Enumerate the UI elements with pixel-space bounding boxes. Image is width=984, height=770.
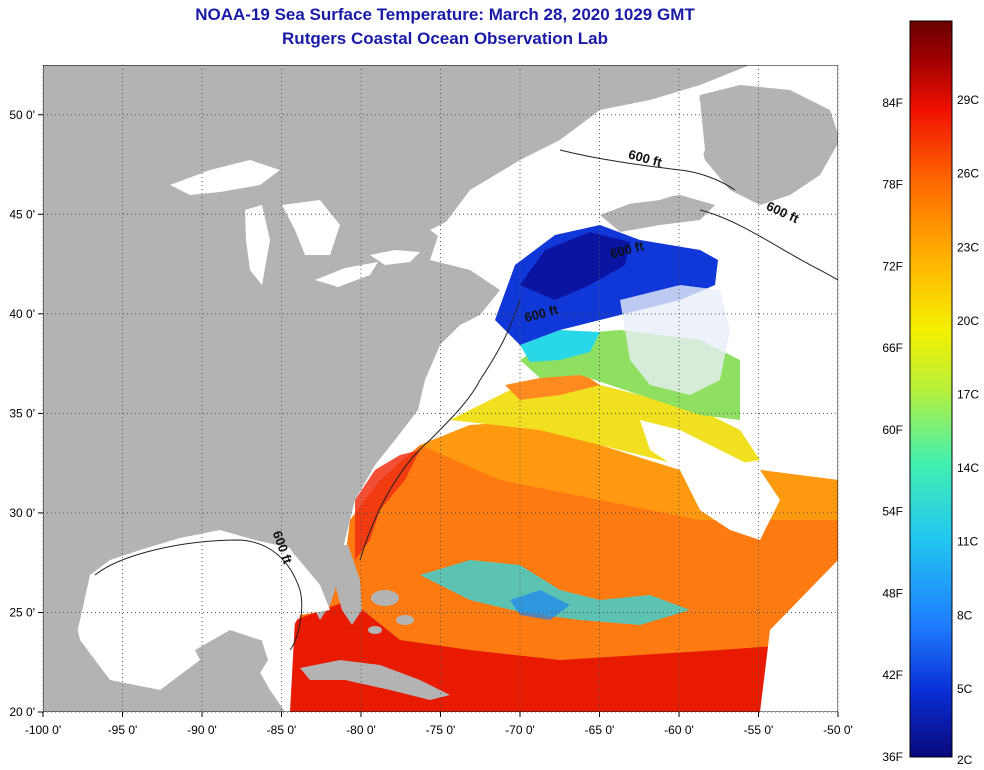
- bahamas-island: [368, 626, 382, 634]
- x-tick-label: -55 0': [744, 723, 774, 737]
- colorbar-celsius-label: 8C: [957, 608, 973, 622]
- sst-cyan-eddy: [420, 560, 690, 625]
- lake-superior: [170, 160, 280, 195]
- x-tick-label: -85 0': [267, 723, 297, 737]
- colorbar-fahrenheit-label: 54F: [882, 505, 903, 519]
- lake-michigan: [245, 205, 270, 285]
- colorbar-celsius-label: 26C: [957, 167, 979, 181]
- y-tick-label: 45 0': [9, 207, 35, 221]
- x-tick-label: -90 0': [187, 723, 217, 737]
- colorbar-fahrenheit-label: 72F: [882, 259, 903, 273]
- sst-cyan-shelf: [520, 330, 600, 362]
- north-america-land: [43, 65, 750, 712]
- colorbar-fahrenheit-label: 48F: [882, 586, 903, 600]
- gulf-of-mexico-water: [85, 540, 330, 680]
- colorbar-celsius-label: 29C: [957, 93, 979, 107]
- x-tick-label: -60 0': [664, 723, 694, 737]
- x-tick-label: -80 0': [346, 723, 376, 737]
- colorbar-labels: 84F 78F 72F 66F 60F 54F 48F 42F 36F 29C 26C 23C 20C 1…: [882, 93, 979, 767]
- sst-orange-gulfstream: [505, 372, 600, 400]
- shelf-contour-600ft: [94, 539, 303, 651]
- colorbar-fahrenheit-label: 60F: [882, 423, 903, 437]
- y-tick-label: 20 0': [9, 705, 35, 719]
- lake-ontario: [370, 250, 420, 265]
- cloud-patch-speckle: [620, 285, 730, 395]
- map-plot-area: [43, 65, 838, 712]
- newfoundland-land: [695, 85, 838, 205]
- x-tick-label: -95 0': [108, 723, 138, 737]
- colorbar-fahrenheit-label: 78F: [882, 178, 903, 192]
- colorbar-celsius-label: 14C: [957, 461, 979, 475]
- y-tick-label: 50 0': [9, 108, 35, 122]
- cloud-patch-far-east: [720, 280, 838, 470]
- colorbar-celsius-label: 20C: [957, 314, 979, 328]
- shelf-contour-600ft: [559, 149, 736, 191]
- colorbar-fahrenheit-label: 36F: [882, 750, 903, 764]
- sst-coldest-core: [520, 232, 630, 300]
- florida-peninsula: [330, 545, 362, 625]
- x-tick-label: -70 0': [505, 723, 535, 737]
- colorbar-celsius-label: 11C: [957, 535, 978, 549]
- colorbar-fahrenheit-label: 42F: [882, 668, 903, 682]
- map-subtitle: Rutgers Coastal Ocean Observation Lab: [282, 29, 608, 48]
- graticule: [42, 65, 839, 713]
- nova-scotia-land: [600, 195, 715, 232]
- bahamas-island: [371, 590, 399, 606]
- lake-huron: [282, 200, 340, 255]
- colorbar-celsius-label: 17C: [957, 387, 979, 401]
- colorbar-celsius-label: 5C: [957, 682, 973, 696]
- y-tick-label: 35 0': [9, 406, 35, 420]
- st-lawrence-gulf: [430, 100, 705, 245]
- x-tick-label: -50 0': [823, 723, 853, 737]
- map-axes: -100 0' -95 0' -90 0' -85 0' -80 0' -75 0' -70…: [9, 108, 852, 737]
- x-tick-label: -75 0': [426, 723, 456, 737]
- yucatan-land: [195, 630, 268, 690]
- temperature-colorbar: [909, 20, 953, 758]
- bahamas-island: [396, 615, 414, 625]
- y-tick-label: 25 0': [9, 605, 35, 619]
- y-tick-label: 40 0': [9, 307, 35, 321]
- colorbar-celsius-label: 23C: [957, 240, 979, 254]
- cloud-patch-southeast: [760, 560, 838, 712]
- cloud-patch-east: [640, 420, 780, 540]
- shelf-contour-600ft: [359, 299, 521, 561]
- map-title: NOAA-19 Sea Surface Temperature: March 2…: [195, 5, 695, 24]
- lake-erie: [315, 262, 378, 287]
- cuba-land: [300, 660, 450, 700]
- colorbar-fahrenheit-label: 66F: [882, 341, 903, 355]
- colorbar-fahrenheit-label: 84F: [882, 96, 903, 110]
- sst-gulf-stream-red: [355, 450, 420, 560]
- colorbar-celsius-label: 2C: [957, 753, 973, 767]
- x-tick-label: -65 0': [585, 723, 615, 737]
- y-tick-label: 30 0': [9, 506, 35, 520]
- x-tick-label: -100 0': [25, 723, 61, 737]
